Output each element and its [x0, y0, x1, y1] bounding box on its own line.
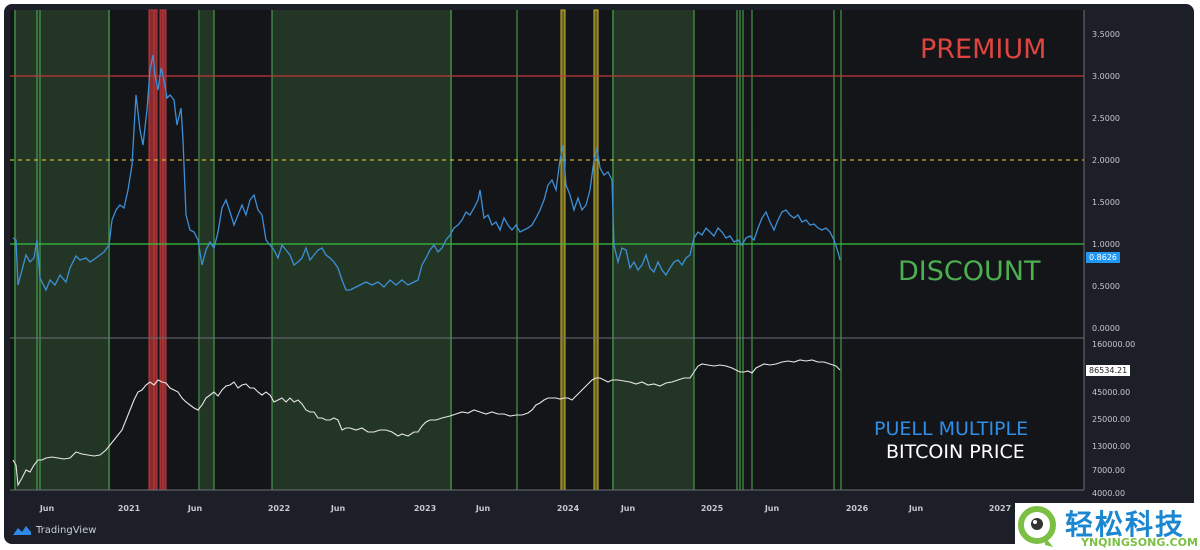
x-tick: Jun [39, 504, 55, 513]
watermark: 轻松科技 YNQINGSONG.COM [1015, 503, 1200, 550]
x-tick: 2024 [556, 504, 580, 513]
x-tick: Jun [187, 504, 203, 513]
x-tick: Jun [475, 504, 491, 513]
axis-tick: 1.0000 [1092, 240, 1120, 249]
axis-tick: 45000.00 [1092, 388, 1131, 397]
red-signal-lines [148, 9, 167, 491]
tradingview-logo[interactable]: TradingView [12, 524, 96, 536]
puell-multiple-line [12, 54, 841, 292]
axis-tick: 7000.00 [1092, 466, 1126, 475]
axis-tick: 3.5000 [1092, 30, 1120, 39]
axis-tick: 160000.00 [1092, 340, 1136, 349]
x-tick: Jun [908, 504, 924, 513]
x-tick: 2025 [700, 504, 724, 513]
x-tick: 2023 [413, 504, 437, 513]
watermark-cn: 轻松科技 [1065, 508, 1186, 541]
puell-current-value-badge: 0.8626 [1086, 252, 1120, 263]
x-tick: Jun [330, 504, 346, 513]
x-tick: Jun [764, 504, 780, 513]
discount-label: DISCOUNT [898, 256, 1041, 287]
axis-tick: 4000.00 [1092, 489, 1126, 498]
bitcoin-price-line [12, 359, 841, 487]
chart-window: PREMIUM DISCOUNT PUELL MULTIPLE BITCOIN … [4, 4, 1194, 544]
x-tick: 2022 [267, 504, 291, 513]
green-signal-lines [14, 10, 842, 490]
axis-tick: 2.5000 [1092, 114, 1120, 123]
x-tick: 2021 [117, 504, 141, 513]
watermark-en: YNQINGSONG.COM [1081, 536, 1198, 549]
premium-label: PREMIUM [920, 34, 1047, 65]
axis-tick: 3.0000 [1092, 72, 1120, 81]
axis-tick: 1.5000 [1092, 198, 1120, 207]
x-tick: Jun [620, 504, 636, 513]
price-current-value-badge: 86534.21 [1086, 365, 1131, 376]
watermark-logo-icon [1018, 506, 1056, 547]
axis-tick: 2.0000 [1092, 156, 1120, 165]
axis-tick: 25000.00 [1092, 415, 1131, 424]
brand-name: TradingView [36, 524, 97, 536]
x-tick: 2026 [845, 504, 869, 513]
axis-tick: 0.0000 [1092, 324, 1120, 333]
axis-tick: 13000.00 [1092, 442, 1131, 451]
axis-tick: 0.5000 [1092, 282, 1120, 291]
legend-bitcoin-price: BITCOIN PRICE [886, 441, 1025, 463]
x-tick: 2027 [988, 504, 1012, 513]
plot-area [10, 10, 1084, 490]
chart-canvas[interactable] [4, 4, 1194, 544]
legend-puell-multiple: PUELL MULTIPLE [874, 418, 1029, 440]
tradingview-cloud-icon [13, 526, 31, 535]
